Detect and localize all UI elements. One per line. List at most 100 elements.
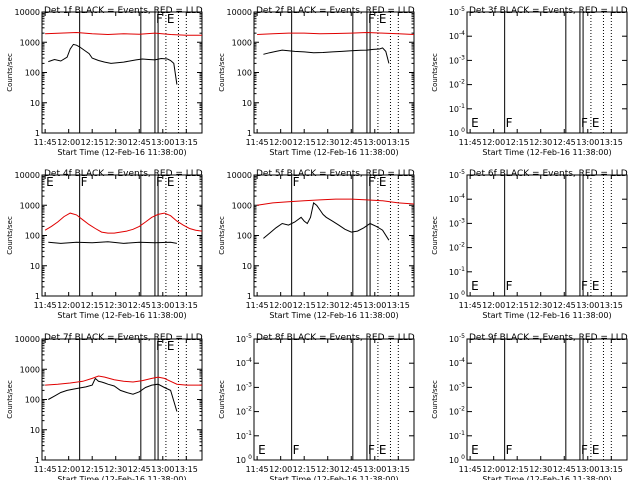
y-tick-exponent: -5 bbox=[246, 333, 252, 340]
marker-label: F bbox=[293, 443, 300, 457]
y-tick-label: 10 bbox=[449, 383, 459, 392]
y-axis-label: Counts/sec bbox=[218, 380, 226, 419]
y-axis-label: Counts/sec bbox=[431, 380, 439, 419]
x-tick-label: 12:00 bbox=[482, 138, 505, 147]
marker-label: F bbox=[156, 175, 163, 189]
y-tick-exponent: -2 bbox=[459, 406, 465, 413]
y-tick-label: 10 bbox=[236, 432, 246, 441]
x-tick-label: 12:15 bbox=[293, 465, 316, 474]
x-tick-label: 12:30 bbox=[104, 138, 127, 147]
x-tick-label: 12:15 bbox=[81, 465, 104, 474]
x-tick-label: 13:00 bbox=[576, 301, 599, 310]
marker-label: F bbox=[581, 116, 588, 130]
x-tick-label: 13:15 bbox=[600, 301, 623, 310]
plot-frame bbox=[466, 174, 628, 297]
marker-label: E bbox=[379, 175, 387, 189]
x-tick-label: 12:30 bbox=[529, 301, 552, 310]
marker-label: E bbox=[379, 443, 387, 457]
marker-label: F bbox=[293, 175, 300, 189]
x-tick-label: 12:15 bbox=[506, 465, 529, 474]
x-axis-label: Start Time (12-Feb-16 11:38:00) bbox=[269, 475, 398, 480]
y-tick-label: 1000 bbox=[20, 201, 40, 210]
series-line-lld bbox=[257, 198, 415, 206]
y-axis-label: Counts/sec bbox=[431, 53, 439, 92]
x-tick-label: 12:30 bbox=[104, 465, 127, 474]
y-tick-label: 10000 bbox=[15, 8, 40, 17]
x-axis-label: Start Time (12-Feb-16 11:38:00) bbox=[57, 475, 186, 480]
marker-label: E bbox=[471, 279, 479, 293]
y-tick-exponent: -4 bbox=[246, 357, 252, 364]
y-tick-label: 100 bbox=[25, 232, 40, 241]
y-tick-label: 1 bbox=[247, 292, 252, 301]
marker-label: F bbox=[506, 443, 513, 457]
x-tick-label: 12:00 bbox=[57, 138, 80, 147]
x-tick-label: 12:30 bbox=[316, 301, 339, 310]
y-tick-label: 10 bbox=[449, 129, 459, 138]
x-tick-label: 12:45 bbox=[553, 465, 576, 474]
x-tick-label: 11:45 bbox=[34, 465, 57, 474]
marker-label: F bbox=[156, 339, 163, 353]
x-tick-label: 12:45 bbox=[128, 465, 151, 474]
marker-label: E bbox=[592, 116, 600, 130]
y-tick-exponent: -4 bbox=[459, 357, 465, 364]
series-line-events bbox=[48, 377, 178, 412]
x-tick-label: 13:00 bbox=[363, 138, 386, 147]
x-tick-label: 13:00 bbox=[576, 465, 599, 474]
x-tick-label: 13:15 bbox=[387, 465, 410, 474]
y-tick-exponent: -5 bbox=[459, 169, 465, 176]
y-tick-label: 10000 bbox=[227, 171, 252, 180]
panel-title: Det 2f BLACK = Events, RED = LLD bbox=[256, 6, 415, 16]
marker-label: E bbox=[167, 175, 175, 189]
x-tick-label: 11:45 bbox=[459, 138, 482, 147]
y-tick-label: 10 bbox=[449, 219, 459, 228]
y-axis-label: Counts/sec bbox=[6, 380, 14, 419]
y-tick-label: 1 bbox=[35, 456, 40, 465]
marker-label: E bbox=[258, 443, 266, 457]
y-tick-label: 10 bbox=[449, 32, 459, 41]
marker-label: F bbox=[156, 12, 163, 26]
y-tick-label: 10 bbox=[236, 456, 246, 465]
y-tick-label: 1000 bbox=[20, 365, 40, 374]
x-tick-label: 13:15 bbox=[387, 138, 410, 147]
series-line-lld bbox=[44, 212, 203, 234]
y-tick-label: 1 bbox=[247, 129, 252, 138]
x-tick-label: 12:15 bbox=[506, 301, 529, 310]
x-tick-label: 12:15 bbox=[506, 138, 529, 147]
y-tick-label: 10 bbox=[242, 262, 252, 271]
y-tick-label: 10 bbox=[236, 408, 246, 417]
marker-label: F bbox=[81, 175, 88, 189]
x-tick-label: 13:15 bbox=[600, 138, 623, 147]
y-tick-label: 10 bbox=[30, 426, 40, 435]
x-tick-label: 13:00 bbox=[151, 465, 174, 474]
y-tick-label: 1000 bbox=[20, 38, 40, 47]
x-tick-label: 13:15 bbox=[175, 138, 198, 147]
x-tick-label: 12:00 bbox=[482, 465, 505, 474]
x-tick-label: 13:00 bbox=[363, 301, 386, 310]
plot-frame bbox=[466, 338, 628, 461]
y-tick-label: 100 bbox=[237, 232, 252, 241]
y-tick-exponent: -1 bbox=[459, 430, 465, 437]
y-tick-label: 10 bbox=[236, 383, 246, 392]
y-tick-exponent: 0 bbox=[461, 127, 465, 134]
panel-title: Det 1f BLACK = Events, RED = LLD bbox=[44, 6, 203, 16]
panel-title: Det 8f BLACK = Events, RED = LLD bbox=[256, 333, 415, 343]
marker-label: F bbox=[506, 116, 513, 130]
panel-title: Det 5f BLACK = Events, RED = LLD bbox=[256, 169, 415, 179]
y-tick-exponent: -3 bbox=[459, 54, 465, 61]
x-tick-label: 12:45 bbox=[340, 138, 363, 147]
panel-title: Det 3f BLACK = Events, RED = LLD bbox=[469, 6, 628, 16]
y-axis-label: Counts/sec bbox=[6, 53, 14, 92]
y-tick-label: 10000 bbox=[15, 335, 40, 344]
x-tick-label: 13:15 bbox=[175, 301, 198, 310]
x-tick-label: 12:00 bbox=[269, 465, 292, 474]
panel-title: Det 6f BLACK = Events, RED = LLD bbox=[469, 169, 628, 179]
y-axis-label: Counts/sec bbox=[431, 216, 439, 255]
marker-label: F bbox=[368, 443, 375, 457]
y-tick-label: 100 bbox=[25, 396, 40, 405]
y-tick-exponent: -2 bbox=[459, 79, 465, 86]
y-tick-exponent: -5 bbox=[459, 6, 465, 13]
